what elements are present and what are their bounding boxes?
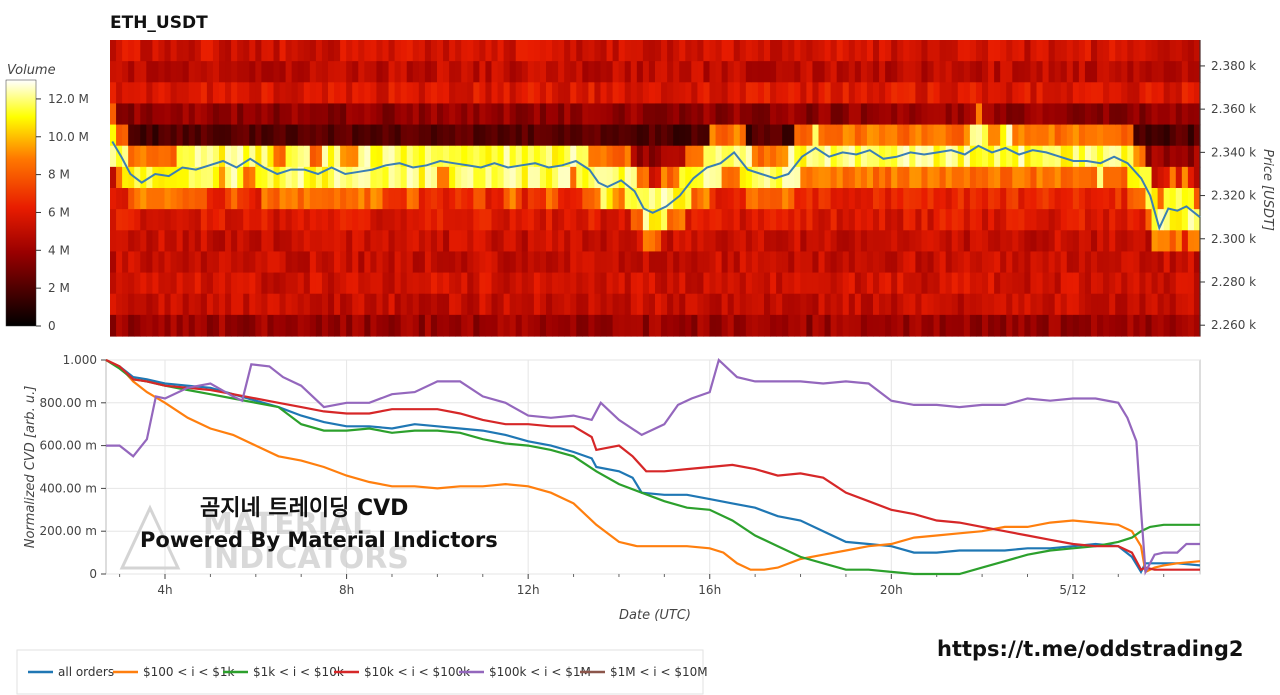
colorbar: [5, 79, 37, 327]
cvd-series-line-3: [105, 359, 1200, 572]
cvd-series-line-0: [105, 359, 1201, 575]
cvd-y-tick-label: 0: [89, 567, 97, 581]
cvd-y-axis: 0 200.00 m 400.00 m 600.00 m 800.00 m 1.000: [40, 353, 106, 581]
legend-label: $1M < i < $10M: [610, 665, 708, 679]
legend-items: all orders $100 < i < $1k $1k < i < $10k $1…: [28, 665, 708, 679]
heatmap-cells: [110, 40, 1201, 337]
legend-label: $10k < i < $100k: [364, 665, 470, 679]
watermark-subtitle: Powered By Material Indictors: [140, 528, 498, 552]
cvd-y-axis-label: Normalized CVD [arb. u.]: [23, 386, 38, 549]
colorbar-tick-label: 4 M: [48, 243, 70, 257]
cvd-grid: [106, 359, 1200, 575]
cvd-x-tick-label: 8h: [339, 583, 354, 597]
cvd-y-tick-label: 600.00 m: [40, 439, 98, 453]
cvd-y-tick-label: 1.000: [63, 353, 97, 367]
price-tick-label: 2.360 k: [1211, 102, 1256, 116]
colorbar-tick-label: 12.0 M: [48, 92, 89, 106]
legend-label: all orders: [58, 665, 114, 679]
colorbar-tick-label: 10.0 M: [48, 130, 89, 144]
cvd-x-tick-label: 16h: [698, 583, 721, 597]
cvd-series-line-4: [106, 357, 1200, 576]
cvd-y-tick-label: 400.00 m: [40, 481, 98, 495]
svg-text:INDICATORS: INDICATORS: [203, 541, 409, 576]
price-tick-label: 2.340 k: [1211, 145, 1256, 159]
material-indicators-logo: MATERIAL INDICATORS: [119, 504, 409, 576]
cvd-x-tick-label: 5/12: [1059, 583, 1086, 597]
colorbar-tick-label: 6 M: [48, 205, 70, 219]
heatmap-title: ETH_USDT: [110, 13, 208, 33]
legend-label: $100 < i < $1k: [143, 665, 235, 679]
cvd-series-line-2: [105, 359, 1200, 576]
price-tick-label: 2.320 k: [1211, 189, 1256, 203]
price-axis-label: Price [USDT]: [1260, 149, 1275, 231]
colorbar-tick-label: 0: [48, 319, 56, 333]
cvd-y-tick-label: 800.00 m: [40, 396, 98, 410]
cvd-x-tick-label: 12h: [517, 583, 540, 597]
legend-label: $100k < i < $1M: [489, 665, 591, 679]
cvd-y-tick-label: 200.00 m: [40, 524, 98, 538]
colorbar-ticks: 0 2 M 4 M 6 M 8 M 10.0 M 12.0 M: [36, 92, 89, 333]
colorbar-tick-label: 2 M: [48, 281, 70, 295]
svg-text:MATERIAL: MATERIAL: [203, 507, 371, 542]
price-line: [111, 140, 1201, 231]
colorbar-tick-label: 8 M: [48, 168, 70, 182]
price-tick-label: 2.300 k: [1211, 232, 1256, 246]
cvd-x-tick-label: 4h: [157, 583, 172, 597]
price-tick-label: 2.380 k: [1211, 59, 1256, 73]
cvd-series-line-1: [105, 359, 1201, 574]
cvd-x-axis: 4h 8h 12h 16h 20h 5/12: [119, 574, 1165, 597]
price-tick-label: 2.260 k: [1211, 318, 1256, 332]
cvd-plot-area: [105, 359, 1201, 575]
cvd-x-axis-label: Date (UTC): [619, 608, 691, 623]
watermark-title: 곰지네 트레이딩 CVD: [200, 496, 408, 521]
price-axis: 2.380 k 2.360 k 2.340 k 2.320 k 2.300 k 2.280…: [1200, 59, 1256, 332]
colorbar-label: Volume: [7, 63, 56, 78]
cvd-x-tick-label: 20h: [880, 583, 903, 597]
price-tick-label: 2.280 k: [1211, 275, 1256, 289]
cvd-series: [105, 357, 1201, 576]
footer-url[interactable]: https://t.me/oddstrading2: [937, 637, 1244, 661]
legend-label: $1k < i < $10k: [253, 665, 344, 679]
